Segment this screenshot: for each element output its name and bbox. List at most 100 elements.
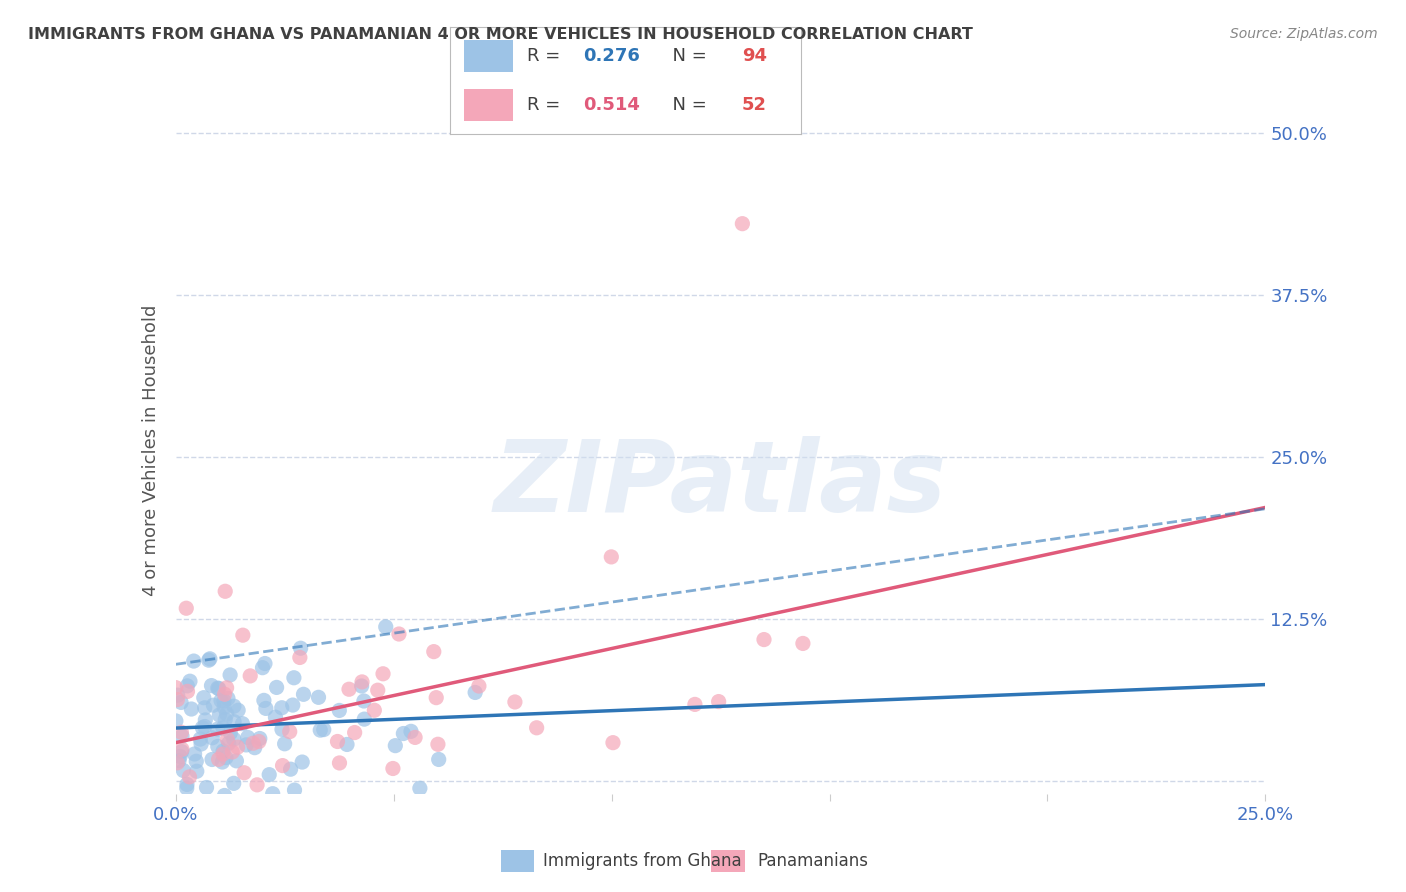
Immigrants from Ghana: [290, 641, 312, 656]
Immigrants from Ghana: [209, 693, 232, 707]
Immigrants from Ghana: [243, 740, 266, 755]
Text: 0.514: 0.514: [583, 96, 640, 114]
Immigrants from Ghana: [353, 712, 375, 726]
Panamanians: [271, 758, 294, 772]
Immigrants from Ghana: [292, 687, 315, 701]
Panamanians: [404, 731, 426, 745]
Panamanians: [217, 732, 239, 747]
Panamanians: [221, 745, 243, 759]
Text: Panamanians: Panamanians: [758, 852, 869, 870]
Immigrants from Ghana: [308, 690, 330, 705]
Text: 0.276: 0.276: [583, 46, 640, 64]
Immigrants from Ghana: [257, 767, 280, 781]
Panamanians: [207, 752, 229, 766]
Immigrants from Ghana: [186, 754, 208, 768]
Panamanians: [176, 684, 198, 698]
Immigrants from Ghana: [427, 752, 450, 766]
Immigrants from Ghana: [188, 732, 211, 747]
Immigrants from Ghana: [281, 698, 304, 712]
Panamanians: [166, 756, 188, 770]
Text: 94: 94: [742, 46, 766, 64]
Panamanians: [426, 737, 449, 751]
Panamanians: [457, 800, 479, 814]
Immigrants from Ghana: [201, 752, 224, 766]
Panamanians: [503, 695, 526, 709]
Panamanians: [350, 674, 373, 689]
Immigrants from Ghana: [165, 714, 187, 728]
Panamanians: [166, 692, 188, 706]
Text: N =: N =: [661, 96, 713, 114]
Immigrants from Ghana: [222, 714, 245, 729]
Immigrants from Ghana: [212, 694, 235, 708]
Immigrants from Ghana: [252, 661, 274, 675]
Panamanians: [214, 584, 236, 599]
Immigrants from Ghana: [166, 688, 188, 702]
Bar: [464, 89, 513, 121]
Immigrants from Ghana: [312, 723, 335, 737]
Immigrants from Ghana: [186, 764, 208, 779]
Text: 52: 52: [742, 96, 766, 114]
Immigrants from Ghana: [236, 731, 259, 745]
Immigrants from Ghana: [167, 754, 190, 768]
Immigrants from Ghana: [231, 716, 253, 731]
Panamanians: [468, 679, 491, 693]
Immigrants from Ghana: [193, 690, 215, 705]
Immigrants from Ghana: [212, 721, 235, 735]
Immigrants from Ghana: [211, 755, 233, 769]
Immigrants from Ghana: [197, 653, 219, 667]
Immigrants from Ghana: [219, 726, 242, 740]
Panamanians: [707, 695, 730, 709]
Immigrants from Ghana: [194, 701, 217, 715]
Immigrants from Ghana: [172, 764, 194, 778]
Immigrants from Ghana: [212, 744, 235, 758]
Immigrants from Ghana: [222, 699, 245, 714]
Panamanians: [752, 632, 775, 647]
Immigrants from Ghana: [176, 780, 198, 795]
Immigrants from Ghana: [191, 721, 214, 735]
Panamanians: [165, 681, 187, 695]
Immigrants from Ghana: [208, 681, 231, 696]
Panamanians: [343, 725, 366, 739]
Panamanians: [179, 770, 201, 784]
Immigrants from Ghana: [270, 700, 292, 714]
Text: Immigrants from Ghana: Immigrants from Ghana: [543, 852, 741, 870]
Immigrants from Ghana: [200, 679, 222, 693]
Immigrants from Ghana: [253, 657, 276, 671]
Panamanians: [226, 740, 249, 755]
Immigrants from Ghana: [176, 777, 198, 791]
Panamanians: [731, 217, 754, 231]
Bar: [464, 39, 513, 71]
Immigrants from Ghana: [222, 776, 245, 790]
Immigrants from Ghana: [409, 781, 432, 796]
Immigrants from Ghana: [202, 698, 225, 713]
Immigrants from Ghana: [328, 703, 350, 717]
Immigrants from Ghana: [170, 745, 193, 759]
Text: N =: N =: [661, 46, 713, 64]
Immigrants from Ghana: [207, 681, 229, 695]
Text: IMMIGRANTS FROM GHANA VS PANAMANIAN 4 OR MORE VEHICLES IN HOUSEHOLD CORRELATION : IMMIGRANTS FROM GHANA VS PANAMANIAN 4 OR…: [28, 27, 973, 42]
Immigrants from Ghana: [194, 713, 217, 727]
Immigrants from Ghana: [336, 738, 359, 752]
Immigrants from Ghana: [264, 710, 287, 724]
Immigrants from Ghana: [350, 679, 373, 693]
Immigrants from Ghana: [253, 693, 276, 707]
Panamanians: [214, 687, 236, 701]
Immigrants from Ghana: [280, 762, 302, 776]
Panamanians: [425, 690, 447, 705]
Panamanians: [288, 650, 311, 665]
Immigrants from Ghana: [399, 724, 422, 739]
Panamanians: [371, 666, 394, 681]
Immigrants from Ghana: [180, 702, 202, 716]
Immigrants from Ghana: [195, 780, 218, 795]
Immigrants from Ghana: [207, 739, 229, 754]
Immigrants from Ghana: [218, 736, 240, 750]
Immigrants from Ghana: [283, 671, 305, 685]
Panamanians: [242, 736, 264, 750]
Text: ZIPatlas: ZIPatlas: [494, 436, 948, 533]
Immigrants from Ghana: [212, 700, 235, 714]
Panamanians: [232, 628, 254, 642]
Immigrants from Ghana: [235, 738, 257, 752]
Immigrants from Ghana: [217, 691, 239, 706]
Panamanians: [683, 698, 706, 712]
Panamanians: [233, 765, 256, 780]
